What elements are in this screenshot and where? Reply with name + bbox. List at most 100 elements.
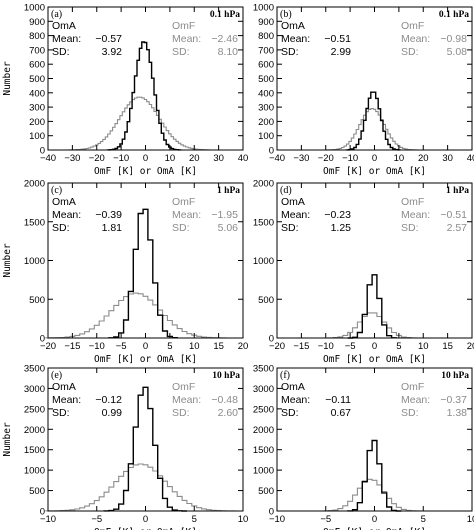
x-tick-label: −20	[40, 341, 56, 352]
series-omf-line	[45, 463, 241, 512]
omf-sd-value: 2.57	[447, 222, 468, 234]
x-tick-label: 0	[372, 153, 377, 164]
panel-label: (c)	[51, 185, 62, 196]
x-tick-label: −40	[269, 153, 285, 164]
omf-sd-value: 1.38	[447, 407, 468, 419]
panel-label: (b)	[280, 9, 292, 20]
x-tick-label: 0	[143, 153, 148, 164]
y-tick-label: 1500	[253, 217, 274, 228]
y-tick-label: 600	[258, 60, 274, 71]
y-tick-label: 2000	[24, 179, 45, 190]
panel-label: (f)	[280, 370, 290, 381]
x-tick-label: −5	[345, 341, 356, 352]
oma-stats-name: OmA	[281, 381, 305, 393]
y-tick-label: 0	[40, 146, 45, 157]
x-axis-label: OmF [K] or OmA [K]	[323, 166, 426, 177]
x-tick-label: −20	[89, 153, 105, 164]
panel-a: −40 −30 −20 −10 0 10 20 30 400100200300400500600…	[2, 3, 248, 178]
oma-mean-label: Mean:	[52, 394, 81, 406]
series-omf-line	[318, 478, 422, 512]
x-tick-label: 20	[418, 153, 429, 164]
plot-frame	[276, 182, 473, 339]
series-oma-line	[107, 41, 182, 151]
y-tick-label: 500	[29, 295, 45, 306]
x-tick-label: 20	[238, 341, 249, 352]
omf-sd-label: SD:	[401, 407, 419, 419]
oma-mean-value: −0.39	[95, 209, 122, 221]
oma-mean-value: −0.57	[95, 33, 122, 45]
y-axis-label: Number	[2, 243, 13, 278]
series-oma-line	[108, 208, 178, 339]
oma-sd-value: 0.99	[102, 407, 123, 419]
y-tick-label: 3000	[24, 384, 45, 395]
omf-sd-label: SD:	[401, 46, 419, 58]
y-tick-label: 100	[258, 131, 274, 142]
series-oma-line	[347, 439, 402, 512]
x-tick-label: 40	[238, 153, 249, 164]
series-omf-line	[327, 312, 417, 339]
oma-stats-name: OmA	[281, 196, 305, 208]
omf-stats-name: OmF	[172, 381, 195, 393]
y-tick-label: 1000	[253, 3, 274, 14]
plot-frame	[47, 6, 244, 151]
y-tick-label: 500	[29, 486, 45, 497]
y-tick-label: 2000	[253, 425, 274, 436]
panel-b: −40−30−20−100102030400100200300400500600…	[253, 3, 474, 178]
oma-sd-label: SD:	[281, 407, 299, 419]
omf-mean-label: Mean:	[172, 209, 201, 221]
y-tick-label: 2000	[24, 425, 45, 436]
x-tick-label: 15	[442, 341, 453, 352]
oma-mean-label: Mean:	[281, 33, 310, 45]
y-tick-label: 0	[40, 507, 45, 518]
omf-stats-name: OmF	[172, 20, 195, 32]
y-tick-label: 2500	[24, 404, 45, 415]
y-tick-label: 500	[258, 295, 274, 306]
plot-frame	[276, 367, 473, 512]
x-axis-label: OmF [K] or OmA [K]	[323, 527, 426, 530]
panel-label: (a)	[51, 9, 62, 20]
x-tick-label: −20	[269, 341, 285, 352]
oma-sd-label: SD:	[281, 222, 299, 234]
pressure-level-label: 0.1 hPa	[439, 10, 469, 20]
x-tick-label: 40	[467, 153, 474, 164]
omf-mean-value: −0.51	[440, 209, 467, 221]
y-tick-label: 900	[258, 17, 274, 28]
x-tick-label: −15	[293, 341, 309, 352]
omf-sd-value: 5.08	[447, 46, 468, 58]
plot-frame	[47, 367, 244, 512]
oma-stats-name: OmA	[52, 20, 76, 32]
oma-mean-label: Mean:	[52, 209, 81, 221]
oma-mean-label: Mean:	[281, 394, 310, 406]
panel-label: (d)	[280, 185, 292, 196]
x-tick-label: −40	[40, 153, 56, 164]
y-tick-label: 500	[29, 74, 45, 85]
x-tick-label: −5	[116, 341, 127, 352]
x-tick-label: 0	[143, 514, 148, 525]
pressure-level-label: 1 hPa	[217, 186, 240, 196]
y-tick-label: 100	[29, 131, 45, 142]
x-tick-label: 0	[143, 341, 148, 352]
oma-sd-value: 2.99	[331, 46, 352, 58]
x-tick-label: −10	[113, 153, 129, 164]
y-tick-label: 1000	[253, 256, 274, 267]
y-tick-label: 700	[258, 45, 274, 56]
series-omf-line	[68, 96, 211, 151]
pressure-level-label: 0.1 hPa	[210, 10, 240, 20]
x-tick-label: 10	[467, 514, 474, 525]
panel-f: −10 −5 0 5 10 0 500 1000 1500 2000 2500 3000 3500 OmF…	[253, 364, 474, 530]
y-axis-label: Number	[2, 61, 13, 96]
oma-stats-name: OmA	[281, 20, 305, 32]
x-tick-label: 5	[167, 341, 172, 352]
oma-sd-label: SD:	[52, 407, 70, 419]
omf-stats-name: OmF	[172, 196, 195, 208]
x-axis-label: OmF [K] or OmA [K]	[323, 354, 426, 365]
y-tick-label: 300	[258, 103, 274, 114]
oma-mean-value: −0.23	[324, 209, 351, 221]
oma-stats-name: OmA	[52, 381, 76, 393]
y-tick-label: 1500	[253, 445, 274, 456]
y-tick-label: 400	[258, 88, 274, 99]
omf-sd-label: SD:	[172, 46, 190, 58]
x-tick-label: 30	[442, 153, 453, 164]
omf-mean-label: Mean:	[401, 33, 430, 45]
